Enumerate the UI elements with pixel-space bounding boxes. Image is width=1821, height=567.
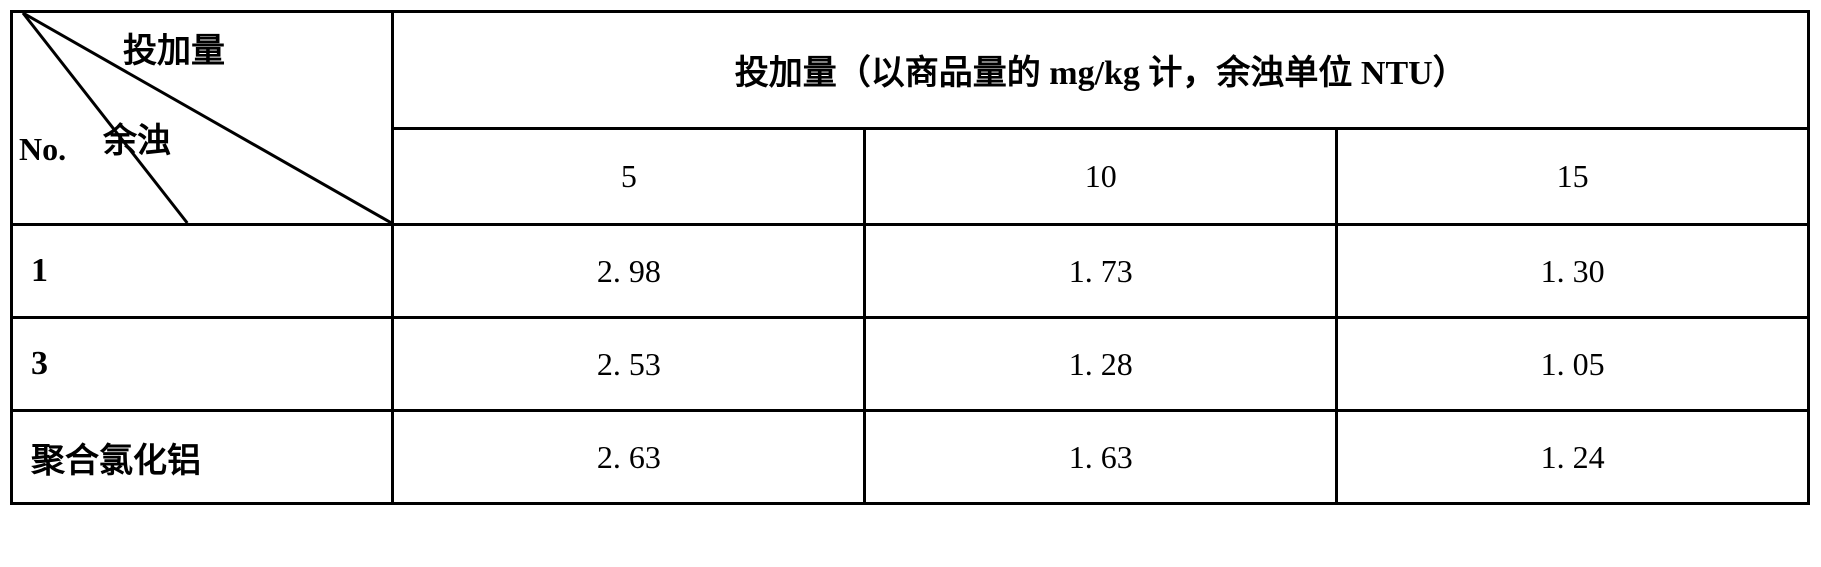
diag-label-no: No. (19, 131, 66, 168)
row-label: 1 (12, 225, 393, 318)
data-table-container: 投加量 余浊 No. 投加量（以商品量的 mg/kg 计，余浊单位 NTU） 5… (10, 10, 1810, 505)
data-cell: 1. 30 (1337, 225, 1809, 318)
table-header-row-1: 投加量 余浊 No. 投加量（以商品量的 mg/kg 计，余浊单位 NTU） (12, 12, 1809, 129)
diag-label-dosage: 投加量 (123, 23, 225, 72)
data-cell: 2. 63 (393, 411, 865, 504)
row-label: 3 (12, 318, 393, 411)
col-header-10: 10 (865, 128, 1337, 224)
data-cell: 1. 28 (865, 318, 1337, 411)
table-row: 1 2. 98 1. 73 1. 30 (12, 225, 1809, 318)
col-header-15: 15 (1337, 128, 1809, 224)
diag-label-turbidity: 余浊 (103, 113, 171, 162)
data-cell: 1. 05 (1337, 318, 1809, 411)
col-header-5: 5 (393, 128, 865, 224)
data-cell: 1. 24 (1337, 411, 1809, 504)
data-cell: 2. 53 (393, 318, 865, 411)
data-cell: 1. 63 (865, 411, 1337, 504)
diagonal-header-cell: 投加量 余浊 No. (12, 12, 393, 225)
data-cell: 2. 98 (393, 225, 865, 318)
header-main: 投加量（以商品量的 mg/kg 计，余浊单位 NTU） (393, 12, 1809, 129)
data-table: 投加量 余浊 No. 投加量（以商品量的 mg/kg 计，余浊单位 NTU） 5… (10, 10, 1810, 505)
row-label: 聚合氯化铝 (12, 411, 393, 504)
table-row: 3 2. 53 1. 28 1. 05 (12, 318, 1809, 411)
table-row: 聚合氯化铝 2. 63 1. 63 1. 24 (12, 411, 1809, 504)
data-cell: 1. 73 (865, 225, 1337, 318)
